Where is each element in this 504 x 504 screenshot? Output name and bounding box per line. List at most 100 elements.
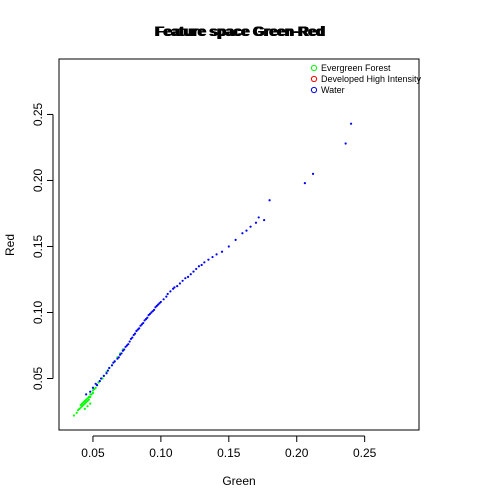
point-water	[158, 302, 161, 305]
x-tick-label: 0.05	[81, 446, 105, 460]
point-water	[249, 225, 252, 228]
point-water	[162, 298, 165, 301]
point-water	[127, 343, 130, 346]
point-evergreen-forest	[76, 409, 80, 412]
point-water	[192, 270, 195, 273]
point-water	[108, 366, 111, 370]
point-water	[112, 361, 115, 364]
point-water	[186, 275, 190, 278]
point-water	[95, 384, 99, 387]
point-evergreen-forest	[83, 402, 86, 405]
legend-marker-water	[310, 86, 318, 94]
point-evergreen-forest	[83, 399, 86, 403]
point-evergreen-forest	[85, 401, 88, 404]
point-water	[152, 308, 156, 311]
point-evergreen-forest	[85, 398, 88, 401]
plot-frame	[58, 58, 420, 431]
point-water	[166, 292, 169, 296]
point-water	[124, 345, 127, 348]
point-water	[135, 329, 138, 333]
x-tick-label: 0.20	[285, 446, 309, 460]
point-evergreen-forest	[86, 399, 89, 403]
point-water	[211, 255, 214, 259]
point-evergreen-forest	[97, 381, 100, 384]
point-evergreen-forest	[89, 395, 92, 399]
point-water	[120, 352, 123, 355]
x-tick-label: 0.15	[217, 446, 241, 460]
point-water	[155, 304, 158, 307]
point-evergreen-forest	[91, 391, 95, 395]
y-tick-label: 0.20	[31, 168, 45, 192]
point-water	[105, 372, 108, 375]
point-evergreen-forest	[87, 398, 90, 401]
point-water	[98, 380, 101, 383]
point-water	[133, 332, 137, 335]
point-evergreen-forest	[79, 406, 82, 409]
point-water	[85, 393, 88, 396]
chart-title: Feature space Green-Red	[155, 23, 325, 39]
point-evergreen-forest	[78, 407, 81, 410]
y-tick-label: 0.25	[31, 102, 45, 126]
point-water	[241, 232, 244, 235]
point-evergreen-forest	[86, 405, 89, 408]
point-water	[113, 360, 116, 363]
point-water	[207, 258, 210, 261]
point-water	[254, 221, 258, 224]
point-evergreen-forest	[82, 401, 85, 404]
point-water	[89, 390, 92, 393]
point-water	[349, 122, 353, 125]
point-water	[140, 323, 143, 326]
point-water	[91, 386, 95, 389]
point-evergreen-forest	[80, 402, 84, 405]
point-water	[257, 216, 260, 219]
y-axis-label: Red	[3, 234, 17, 256]
points-layer	[72, 122, 353, 417]
x-tick-label: 0.25	[353, 446, 377, 460]
point-water	[173, 286, 176, 289]
x-axis-label: Green	[222, 474, 255, 488]
point-water	[215, 253, 218, 256]
legend-marker-developed-high-intensity	[310, 75, 318, 83]
point-water	[195, 267, 198, 271]
point-water	[227, 245, 230, 248]
point-water	[157, 303, 160, 306]
legend-label-water: Water	[321, 85, 345, 95]
y-tick-label: 0.15	[31, 234, 45, 258]
point-water	[151, 310, 154, 313]
point-water	[150, 311, 153, 314]
point-water	[311, 172, 315, 175]
point-water	[106, 369, 110, 372]
point-water	[117, 356, 120, 359]
point-water	[234, 238, 237, 241]
point-evergreen-forest	[72, 414, 76, 417]
point-water	[303, 182, 306, 185]
point-water	[119, 353, 122, 356]
point-water	[148, 312, 152, 315]
point-water	[220, 250, 224, 253]
point-evergreen-forest	[79, 403, 82, 407]
point-water	[203, 261, 206, 264]
y-tick-label: 0.05	[31, 367, 45, 391]
point-water	[129, 337, 133, 341]
point-evergreen-forest	[82, 403, 85, 407]
point-evergreen-forest	[86, 397, 89, 400]
point-water	[100, 377, 103, 380]
point-water	[128, 340, 131, 343]
point-water	[116, 357, 119, 360]
point-water	[169, 290, 172, 293]
legend-marker-evergreen-forest	[310, 64, 318, 72]
point-water	[138, 327, 141, 330]
point-water	[172, 287, 175, 290]
point-water	[123, 348, 126, 351]
point-water	[142, 321, 145, 325]
point-water	[110, 364, 114, 367]
point-water	[147, 314, 150, 317]
chart-title: Feature space Green-Red	[154, 23, 324, 39]
point-water	[121, 349, 124, 352]
point-water	[94, 382, 97, 385]
point-evergreen-forest	[90, 393, 93, 396]
point-evergreen-forest	[75, 411, 78, 414]
legend-label-developed-high-intensity: Developed High Intensity	[321, 74, 422, 84]
point-water	[200, 263, 203, 267]
